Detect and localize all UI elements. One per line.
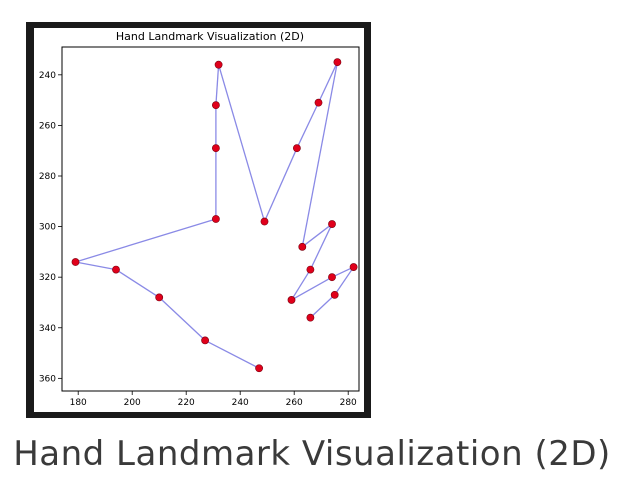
figure-frame: Hand Landmark Visualization (2D) 180 200 2… [26,22,371,418]
connection-line [301,62,339,247]
landmark-point [155,293,164,302]
landmark-point [330,290,339,299]
points-layer [71,58,358,373]
connection-line [115,269,160,298]
landmark-point [71,258,80,266]
landmark-point [211,144,220,153]
landmark-point [349,263,358,271]
figure-caption: Hand Landmark Visualization (2D) [13,434,611,474]
chart-title: Hand Landmark Visualization (2D) [116,30,304,43]
connection-line [309,223,333,270]
connection-line [331,266,354,278]
landmark-point [306,265,315,274]
landmark-point [292,144,301,153]
connection-line [263,147,298,222]
connection-line [215,64,220,106]
x-tick-label: 240 [232,398,249,408]
landmark-point [287,296,296,304]
x-tick-label: 180 [70,398,87,408]
connection-line [75,218,217,263]
x-axis: 180 200 220 240 260 280 [70,391,357,408]
connection-line [290,269,311,301]
y-tick-label: 280 [39,172,56,182]
y-tick-label: 340 [39,324,56,334]
x-tick-label: 260 [286,398,303,408]
landmark-point [211,215,220,223]
landmark-point [298,242,307,251]
landmark-point [201,336,209,345]
landmark-point [314,98,323,107]
y-tick-label: 300 [39,223,56,233]
connection-line [317,61,338,103]
connection-line [217,64,266,222]
landmark-point [306,313,315,322]
connection-line [204,339,260,369]
landmark-point [328,273,336,282]
connection-line [309,294,336,319]
y-tick-label: 240 [39,71,56,81]
plot-area [61,46,360,392]
landmark-point [214,60,223,69]
connection-line [291,276,333,301]
connections-layer [75,61,355,369]
connection-line [75,261,117,271]
landmark-point [211,101,220,110]
hand-landmark-chart: Hand Landmark Visualization (2D) 180 200 2… [34,28,364,412]
landmark-point [255,364,263,373]
y-axis: 240 260 280 300 320 340 360 [39,71,62,384]
landmark-point [260,217,269,226]
y-tick-label: 260 [39,121,56,131]
connection-line [334,266,355,296]
connection-line [301,223,333,248]
x-tick-label: 220 [178,398,195,408]
connection-line [158,296,206,341]
y-tick-label: 360 [39,374,56,384]
landmark-point [328,220,336,228]
x-tick-label: 280 [340,398,357,408]
y-tick-label: 320 [39,273,56,283]
landmark-point [333,58,342,67]
x-tick-label: 200 [124,398,141,408]
landmark-point [112,265,120,274]
connection-line [296,102,320,149]
